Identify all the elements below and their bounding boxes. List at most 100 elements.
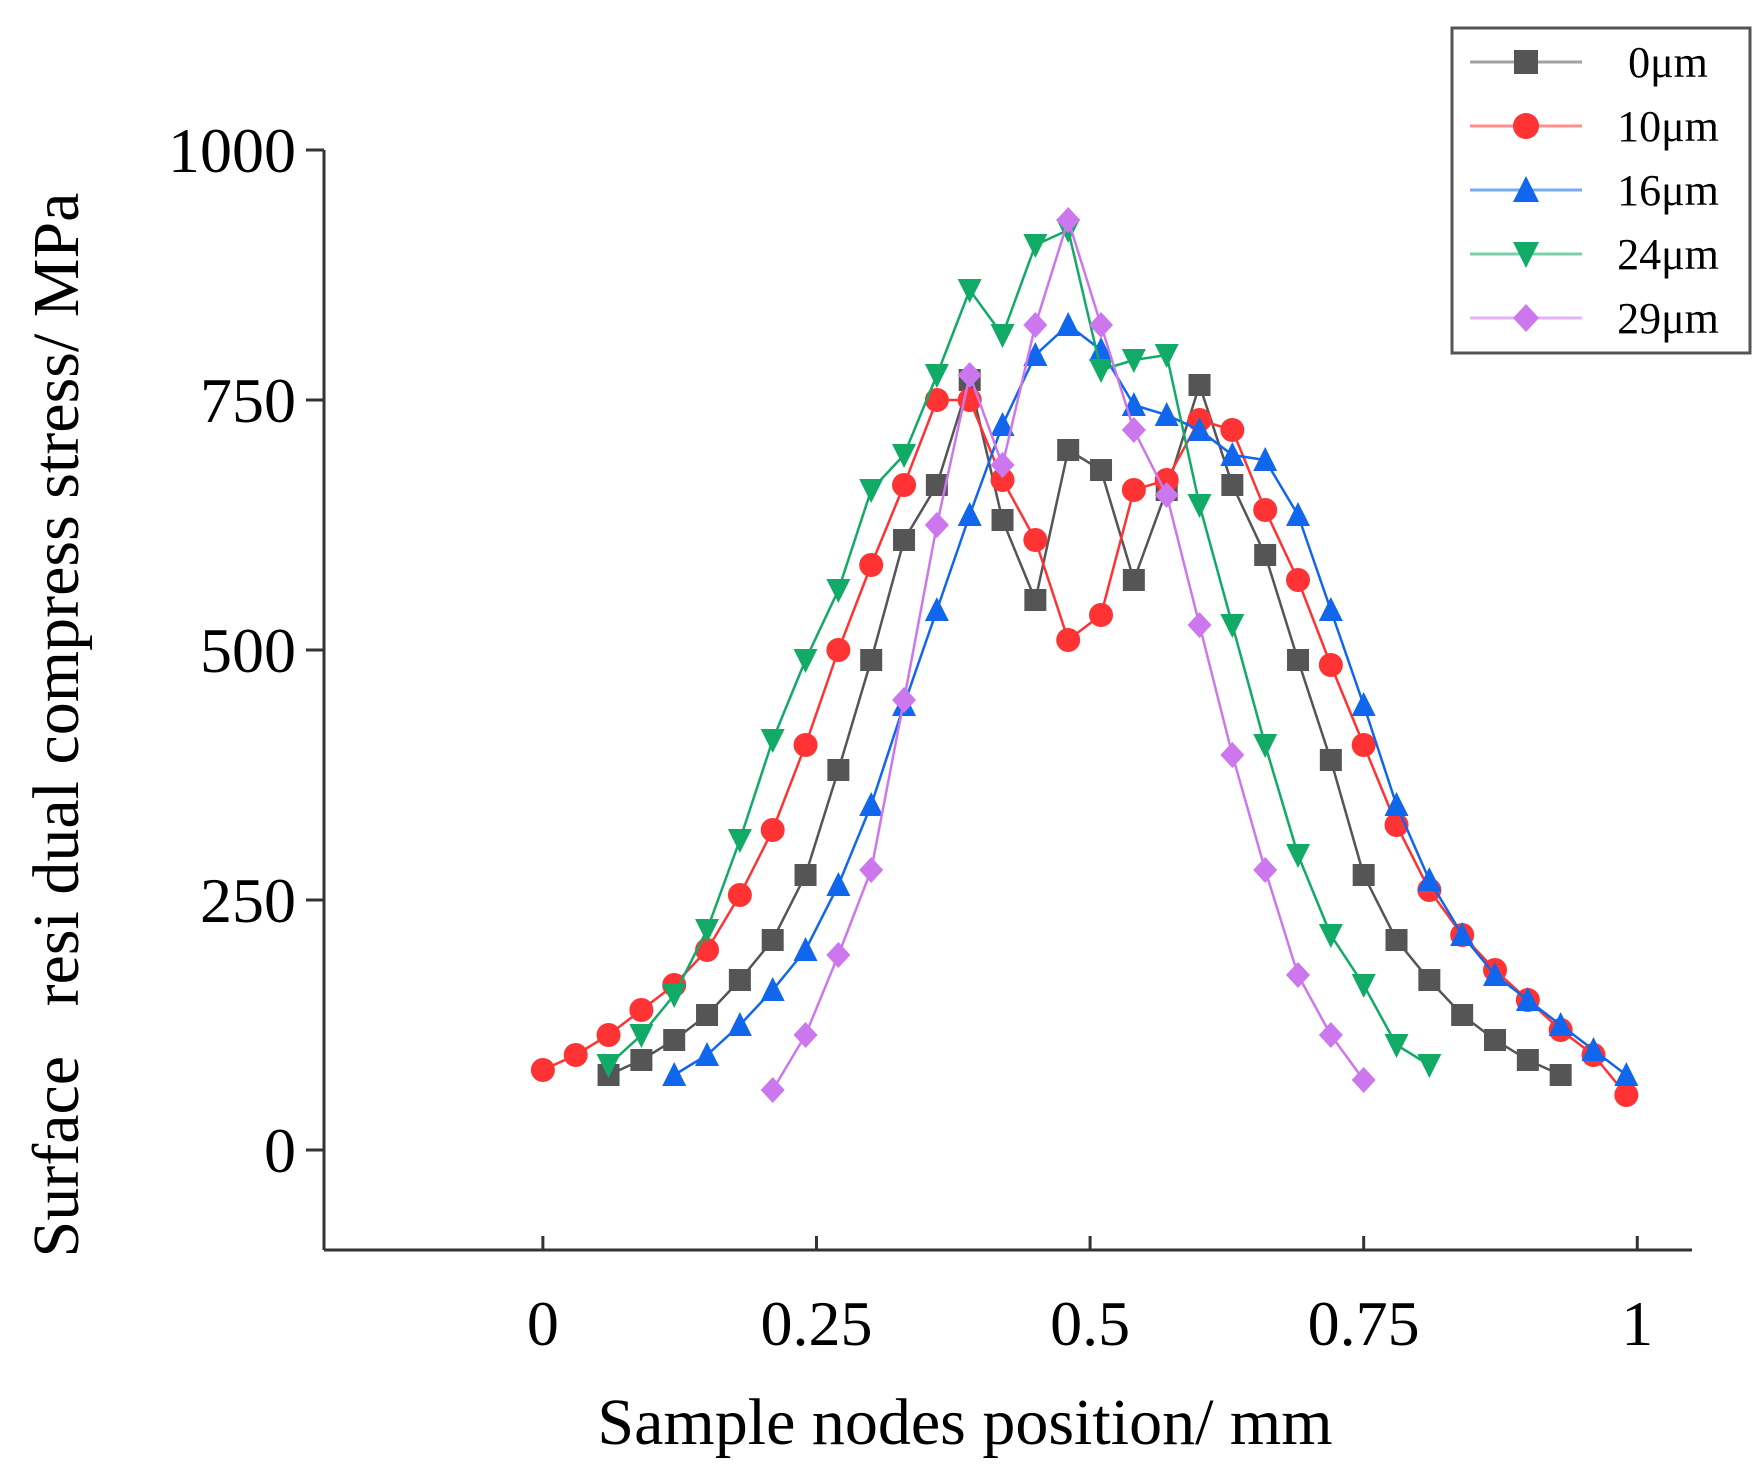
data-point xyxy=(1286,502,1311,526)
data-point xyxy=(1351,692,1376,716)
x-tick-label: 0 xyxy=(527,1288,559,1359)
data-point xyxy=(1121,478,1146,502)
legend-marker xyxy=(1514,50,1538,74)
data-point xyxy=(1023,528,1048,552)
data-point xyxy=(1385,929,1408,951)
data-point xyxy=(1418,969,1441,991)
series-3 xyxy=(596,219,1442,1078)
data-point xyxy=(990,412,1015,436)
data-point xyxy=(696,1004,719,1026)
data-point xyxy=(1089,603,1114,627)
legend-marker xyxy=(1513,176,1539,202)
series-0 xyxy=(597,369,1572,1086)
data-point xyxy=(1318,653,1343,677)
data-point xyxy=(1121,349,1146,373)
data-point xyxy=(1253,498,1278,522)
data-point xyxy=(1417,867,1442,891)
series-4 xyxy=(760,207,1376,1103)
data-point xyxy=(1515,987,1540,1011)
data-point xyxy=(1516,1049,1539,1071)
series-line xyxy=(607,228,1430,1067)
data-point xyxy=(859,553,884,577)
y-tick-label: 250 xyxy=(200,865,296,936)
x-tick-label: 0.25 xyxy=(760,1288,872,1359)
data-point xyxy=(1319,749,1342,771)
data-point xyxy=(1220,442,1245,466)
data-point xyxy=(662,984,687,1008)
data-point xyxy=(1286,844,1311,868)
data-point xyxy=(1451,1004,1474,1026)
data-point xyxy=(859,479,884,503)
data-point xyxy=(793,649,818,673)
data-point xyxy=(990,452,1015,478)
data-point xyxy=(990,468,1015,492)
x-tick-label: 1 xyxy=(1621,1288,1653,1359)
x-tick-label: 0.75 xyxy=(1308,1288,1420,1359)
series-layer xyxy=(530,207,1639,1107)
data-point xyxy=(629,1024,654,1048)
data-point xyxy=(1484,1029,1507,1051)
data-point xyxy=(1614,1062,1639,1086)
data-point xyxy=(1154,344,1179,368)
data-point xyxy=(1154,402,1179,426)
legend-label: 24μm xyxy=(1617,230,1719,279)
data-point xyxy=(1450,922,1475,946)
data-point xyxy=(892,687,917,713)
legend-label: 16μm xyxy=(1617,166,1719,215)
x-tick-label: 0.5 xyxy=(1050,1288,1130,1359)
data-point xyxy=(1318,1022,1343,1048)
data-point xyxy=(727,883,752,907)
data-point xyxy=(924,597,949,621)
data-point xyxy=(991,509,1014,531)
data-point xyxy=(1221,474,1244,496)
legend-label: 0μm xyxy=(1628,38,1708,87)
data-point xyxy=(727,1012,752,1036)
data-point xyxy=(1056,628,1081,652)
data-point xyxy=(1351,733,1376,757)
data-point xyxy=(893,529,916,551)
data-point xyxy=(1090,459,1113,481)
data-point xyxy=(1351,974,1376,998)
data-point xyxy=(1581,1037,1606,1061)
data-point xyxy=(1220,742,1245,768)
legend-marker xyxy=(1513,304,1539,332)
data-point xyxy=(924,388,949,412)
data-point xyxy=(957,502,982,526)
data-point xyxy=(1286,568,1311,592)
series-line xyxy=(673,323,1628,1077)
data-point xyxy=(1318,924,1343,948)
data-point xyxy=(1220,614,1245,638)
data-point xyxy=(990,324,1015,348)
data-point xyxy=(760,818,785,842)
series-2 xyxy=(662,312,1639,1086)
y-tick-label: 1000 xyxy=(168,115,296,186)
data-point xyxy=(563,1043,588,1067)
data-point xyxy=(793,937,818,961)
data-point xyxy=(1614,1083,1639,1107)
y-tick-label: 750 xyxy=(200,365,296,436)
data-point xyxy=(826,942,851,968)
data-point xyxy=(793,733,818,757)
data-point xyxy=(1023,234,1048,258)
data-point xyxy=(760,1077,785,1103)
data-point xyxy=(1253,857,1278,883)
data-point xyxy=(1056,207,1081,233)
data-point xyxy=(1417,1054,1442,1078)
series-line xyxy=(607,375,1562,1077)
data-point xyxy=(596,1054,621,1078)
data-point xyxy=(760,977,785,1001)
legend-label: 10μm xyxy=(1617,102,1719,151)
data-point xyxy=(826,638,851,662)
data-point xyxy=(1154,482,1179,508)
data-point xyxy=(1187,417,1212,441)
series-1 xyxy=(530,388,1639,1107)
data-point xyxy=(530,1058,555,1082)
data-point xyxy=(1154,468,1179,492)
data-point xyxy=(1187,612,1212,638)
data-point xyxy=(1549,1064,1572,1086)
data-point xyxy=(859,857,884,883)
y-axis-title: Surface resi dual compress stress/ MPa xyxy=(20,193,93,1258)
y-tick-label: 500 xyxy=(200,615,296,686)
data-point xyxy=(1254,544,1277,566)
